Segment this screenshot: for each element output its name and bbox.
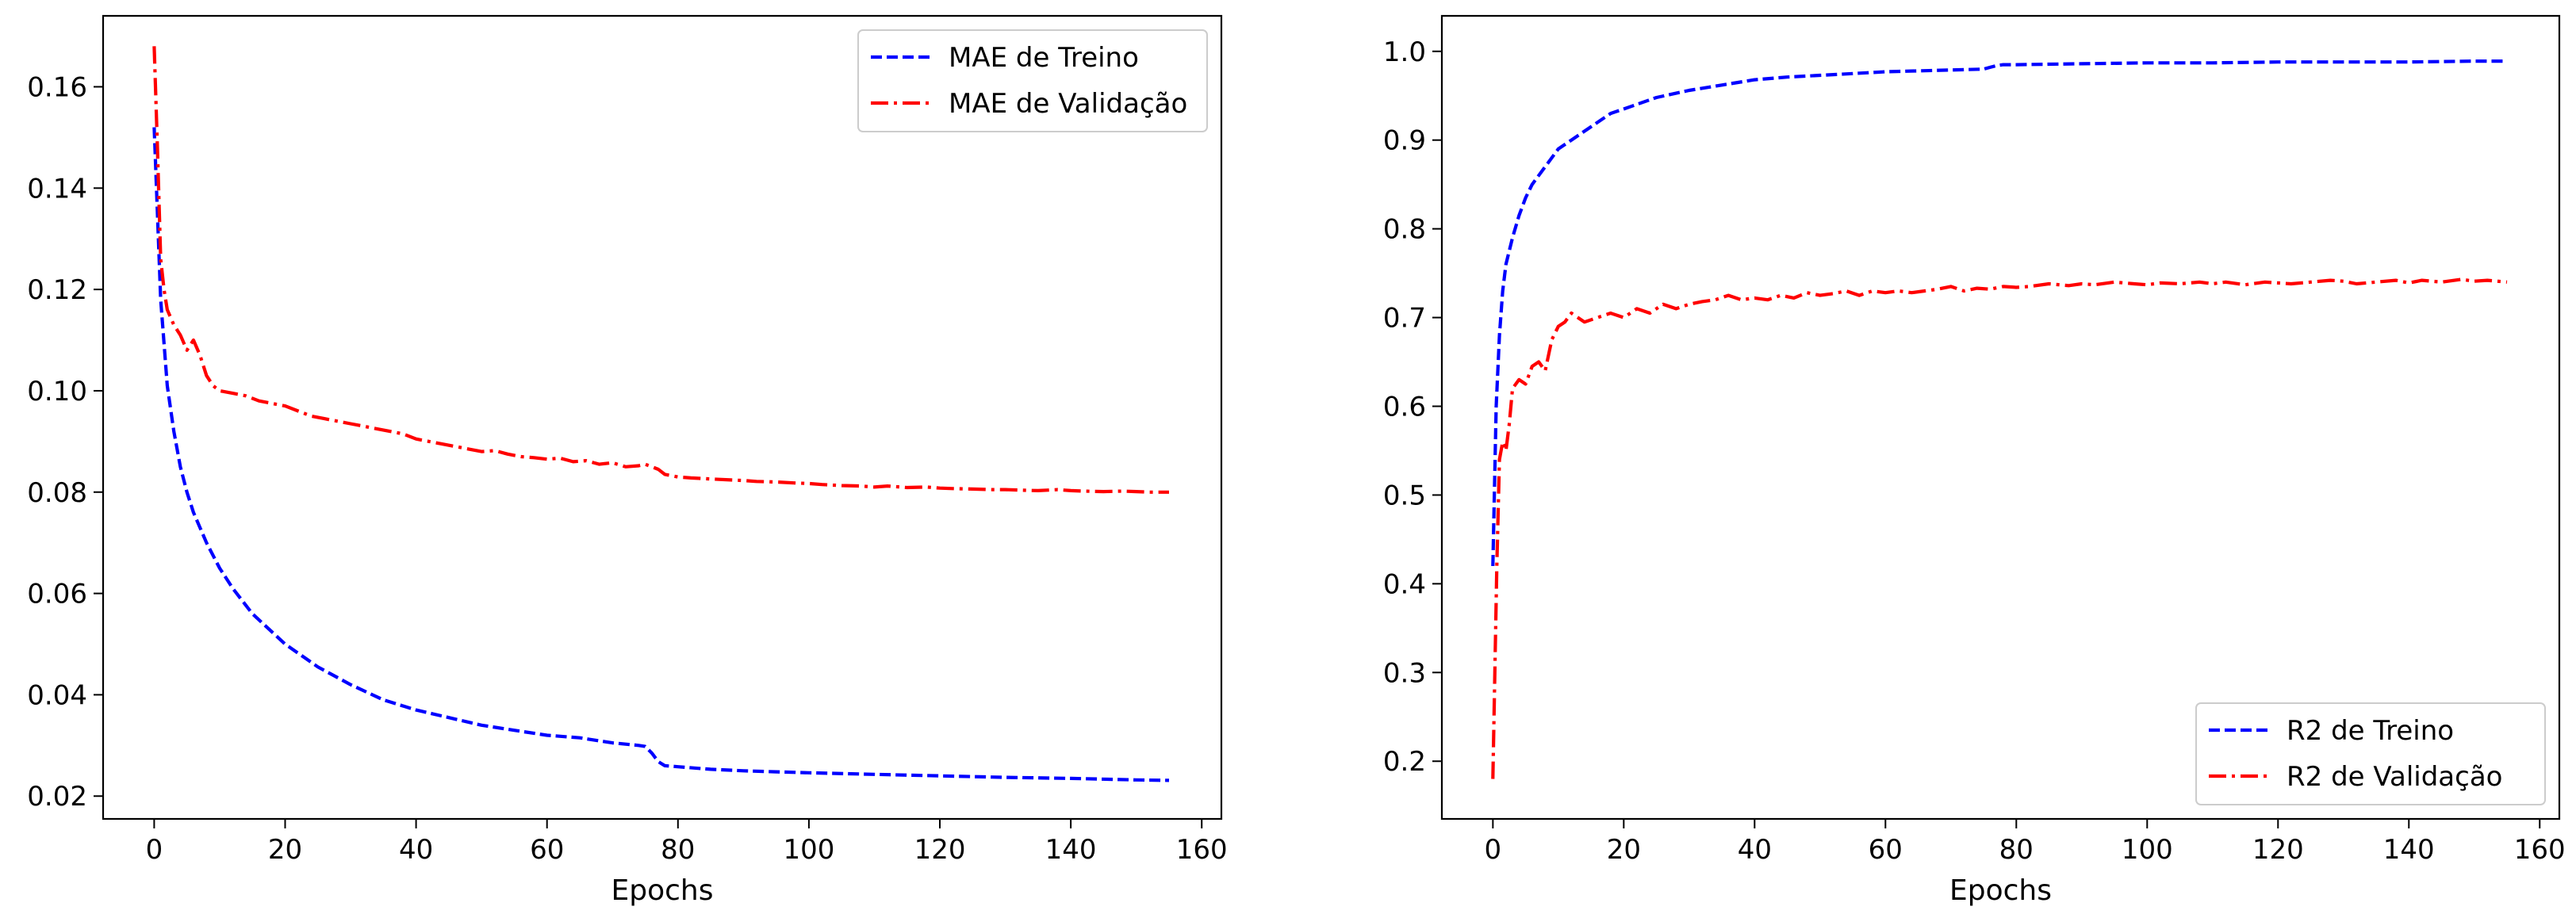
mae-y-tick-label: 0.10 bbox=[27, 376, 87, 407]
mae-x-tick-label: 80 bbox=[661, 834, 695, 866]
r2-legend: R2 de Treino R2 de Validação bbox=[2195, 702, 2546, 805]
r2-x-axis-label: Epochs bbox=[1949, 874, 2052, 907]
mae-series-line-1 bbox=[152, 127, 1170, 782]
r2-x-tick-label: 40 bbox=[1738, 834, 1772, 866]
mae-y-tick-label: 0.12 bbox=[27, 274, 87, 306]
mae-x-tick-label: 160 bbox=[1176, 834, 1228, 866]
r2-legend-label-1: R2 de Treino bbox=[2287, 715, 2454, 747]
r2-plot-frame bbox=[1440, 14, 2561, 820]
mae-x-tick-label: 0 bbox=[146, 834, 163, 866]
mae-x-tick-label: 40 bbox=[399, 834, 433, 866]
mae-x-tick-label: 120 bbox=[914, 834, 966, 866]
mae-x-tick-label: 140 bbox=[1045, 834, 1097, 866]
r2-chart-panel: 0 20 40 60 80 100 120 140 160 0.2 0.3 0.4 0.5 0.6 0.7 0… bbox=[1383, 14, 2566, 907]
r2-y-tick-label: 0.7 bbox=[1383, 303, 1426, 335]
mae-legend-box bbox=[857, 29, 1208, 132]
mae-y-tick-label: 0.02 bbox=[27, 781, 87, 813]
r2-legend-label-2: R2 de Validação bbox=[2287, 761, 2502, 793]
r2-x-tick-label: 60 bbox=[1869, 834, 1903, 866]
r2-y-tick-label: 0.2 bbox=[1383, 746, 1426, 778]
r2-y-tick-label: 1.0 bbox=[1383, 36, 1426, 68]
r2-y-tick-label: 0.5 bbox=[1383, 480, 1426, 511]
r2-series-line-1 bbox=[1491, 59, 2507, 567]
mae-x-tick-label: 60 bbox=[530, 834, 564, 866]
r2-y-tick-label: 0.8 bbox=[1383, 214, 1426, 246]
r2-x-tick-label: 160 bbox=[2514, 834, 2566, 866]
mae-y-tick-label: 0.08 bbox=[27, 477, 87, 509]
r2-series-line-2 bbox=[1491, 277, 2508, 779]
r2-x-tick-label: 80 bbox=[1999, 834, 2034, 866]
mae-legend-label-1: MAE de Treino bbox=[949, 42, 1139, 74]
mae-legend: MAE de Treino MAE de Validação bbox=[857, 29, 1208, 132]
r2-x-tick-label: 20 bbox=[1607, 834, 1641, 866]
mae-x-tick-label: 100 bbox=[783, 834, 834, 866]
mae-y-tick-label: 0.06 bbox=[27, 579, 87, 610]
r2-y-tick-label: 0.4 bbox=[1383, 568, 1426, 600]
mae-plot-frame bbox=[102, 14, 1223, 820]
mae-y-tick-label: 0.16 bbox=[27, 71, 87, 103]
r2-x-tick-label: 120 bbox=[2252, 834, 2304, 866]
r2-y-tick-label: 0.6 bbox=[1383, 392, 1426, 423]
r2-x-tick-label: 0 bbox=[1485, 834, 1502, 866]
mae-series-line-2 bbox=[152, 46, 1169, 494]
mae-legend-label-2: MAE de Validação bbox=[949, 88, 1187, 120]
r2-y-tick-label: 0.3 bbox=[1383, 657, 1426, 689]
mae-y-tick-label: 0.14 bbox=[27, 173, 87, 205]
r2-x-tick-label: 100 bbox=[2122, 834, 2173, 866]
mae-x-tick-label: 20 bbox=[268, 834, 302, 866]
r2-x-tick-label: 140 bbox=[2383, 834, 2435, 866]
r2-y-tick-label: 0.9 bbox=[1383, 125, 1426, 157]
mae-chart-panel: 0 20 40 60 80 100 120 140 160 0.02 0.04 0.06 0.08 0.1… bbox=[27, 14, 1228, 907]
mae-x-axis-label: Epochs bbox=[611, 874, 714, 907]
r2-legend-box bbox=[2195, 702, 2546, 805]
mae-y-tick-label: 0.04 bbox=[27, 679, 87, 711]
